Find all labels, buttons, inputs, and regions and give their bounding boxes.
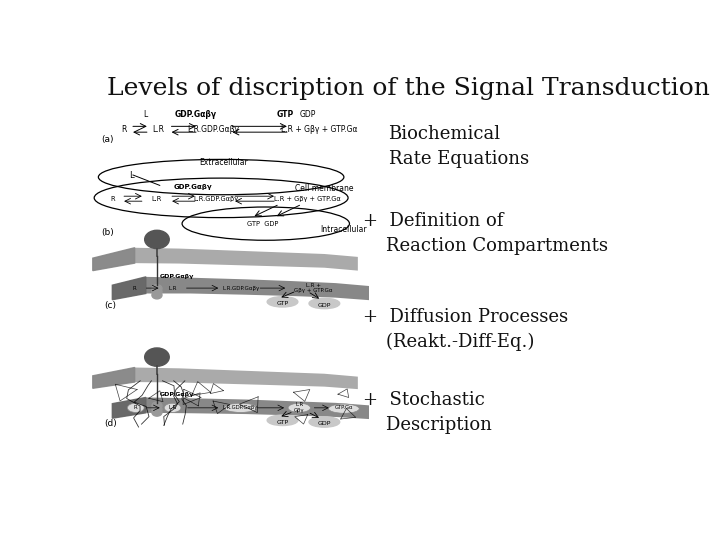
Polygon shape	[112, 277, 145, 300]
Polygon shape	[93, 248, 358, 271]
Circle shape	[152, 285, 162, 292]
Text: Intracellular: Intracellular	[320, 225, 367, 234]
Text: L.R + Gβγ + GTP.Gα: L.R + Gβγ + GTP.Gα	[281, 125, 357, 134]
Circle shape	[152, 409, 162, 416]
Ellipse shape	[164, 403, 181, 413]
Text: L.R.GDP.Gαβγ: L.R.GDP.Gαβγ	[186, 125, 239, 134]
Text: R: R	[121, 125, 126, 134]
Text: Cell membrane: Cell membrane	[295, 184, 354, 193]
Text: L.R: L.R	[152, 195, 162, 201]
Text: L.R: L.R	[168, 406, 176, 410]
Text: GDP: GDP	[318, 303, 331, 308]
Text: GTP: GTP	[276, 110, 294, 119]
Text: Extracellular: Extracellular	[199, 158, 248, 167]
Text: GTP: GTP	[276, 301, 289, 306]
Text: +  Diffusion Processes
    (Reakt.-Diff-Eq.): + Diffusion Processes (Reakt.-Diff-Eq.)	[364, 308, 569, 352]
Text: L.R +
Gβγ + GTP.Gα: L.R + Gβγ + GTP.Gα	[294, 282, 333, 293]
Ellipse shape	[309, 298, 340, 309]
Text: (a): (a)	[101, 136, 114, 145]
Polygon shape	[112, 397, 369, 419]
Polygon shape	[112, 277, 369, 300]
Text: L.R.GDP.Gαβγ: L.R.GDP.Gαβγ	[193, 195, 238, 201]
Ellipse shape	[288, 403, 310, 413]
Text: R: R	[110, 195, 114, 201]
Circle shape	[152, 406, 162, 413]
Text: R: R	[132, 286, 137, 291]
Circle shape	[152, 292, 162, 299]
Ellipse shape	[267, 296, 298, 307]
Text: Levels of discription of the Signal Transduction: Levels of discription of the Signal Tran…	[107, 77, 710, 100]
Text: R: R	[134, 406, 138, 410]
Text: +  Stochastic
    Description: + Stochastic Description	[364, 391, 492, 434]
Text: (d): (d)	[104, 419, 117, 428]
Text: GTP.Gα: GTP.Gα	[335, 406, 353, 410]
Circle shape	[145, 348, 169, 366]
Text: GDP: GDP	[318, 421, 331, 426]
Text: L: L	[130, 171, 134, 180]
Text: GDP.Gαβγ: GDP.Gαβγ	[159, 393, 194, 397]
Text: +  Definition of
    Reaction Compartments: + Definition of Reaction Compartments	[364, 212, 608, 255]
Text: GDP.Gαβγ: GDP.Gαβγ	[159, 274, 194, 279]
Ellipse shape	[309, 417, 340, 427]
Text: GDP: GDP	[300, 110, 316, 119]
Text: L: L	[144, 110, 148, 119]
Polygon shape	[93, 368, 135, 388]
Circle shape	[152, 402, 162, 409]
Text: (b): (b)	[101, 228, 114, 237]
Text: L.R.GDP.Gαβγ: L.R.GDP.Gαβγ	[223, 406, 258, 410]
Circle shape	[145, 230, 169, 248]
Text: GDP.Gαβγ: GDP.Gαβγ	[175, 110, 217, 119]
Ellipse shape	[267, 415, 298, 426]
Text: L.R: L.R	[168, 286, 177, 291]
Text: L.R
Gβγ: L.R Gβγ	[294, 402, 305, 413]
Text: GTP: GTP	[276, 420, 289, 425]
Text: Biochemical
Rate Equations: Biochemical Rate Equations	[389, 125, 528, 168]
Polygon shape	[93, 368, 358, 389]
Text: L.R + Gβγ + GTP.Gα: L.R + Gβγ + GTP.Gα	[274, 195, 341, 201]
Text: (c): (c)	[104, 301, 116, 310]
Circle shape	[152, 288, 162, 295]
Ellipse shape	[224, 403, 258, 413]
Polygon shape	[112, 397, 145, 418]
Ellipse shape	[127, 403, 144, 413]
Text: GTP  GDP: GTP GDP	[247, 221, 279, 227]
Text: L.R.GDP.Gαβγ: L.R.GDP.Gαβγ	[222, 286, 259, 291]
Text: L.R: L.R	[153, 125, 165, 134]
Polygon shape	[93, 248, 135, 271]
Text: GDP.Gαβγ: GDP.Gαβγ	[174, 184, 212, 190]
Ellipse shape	[328, 404, 359, 413]
